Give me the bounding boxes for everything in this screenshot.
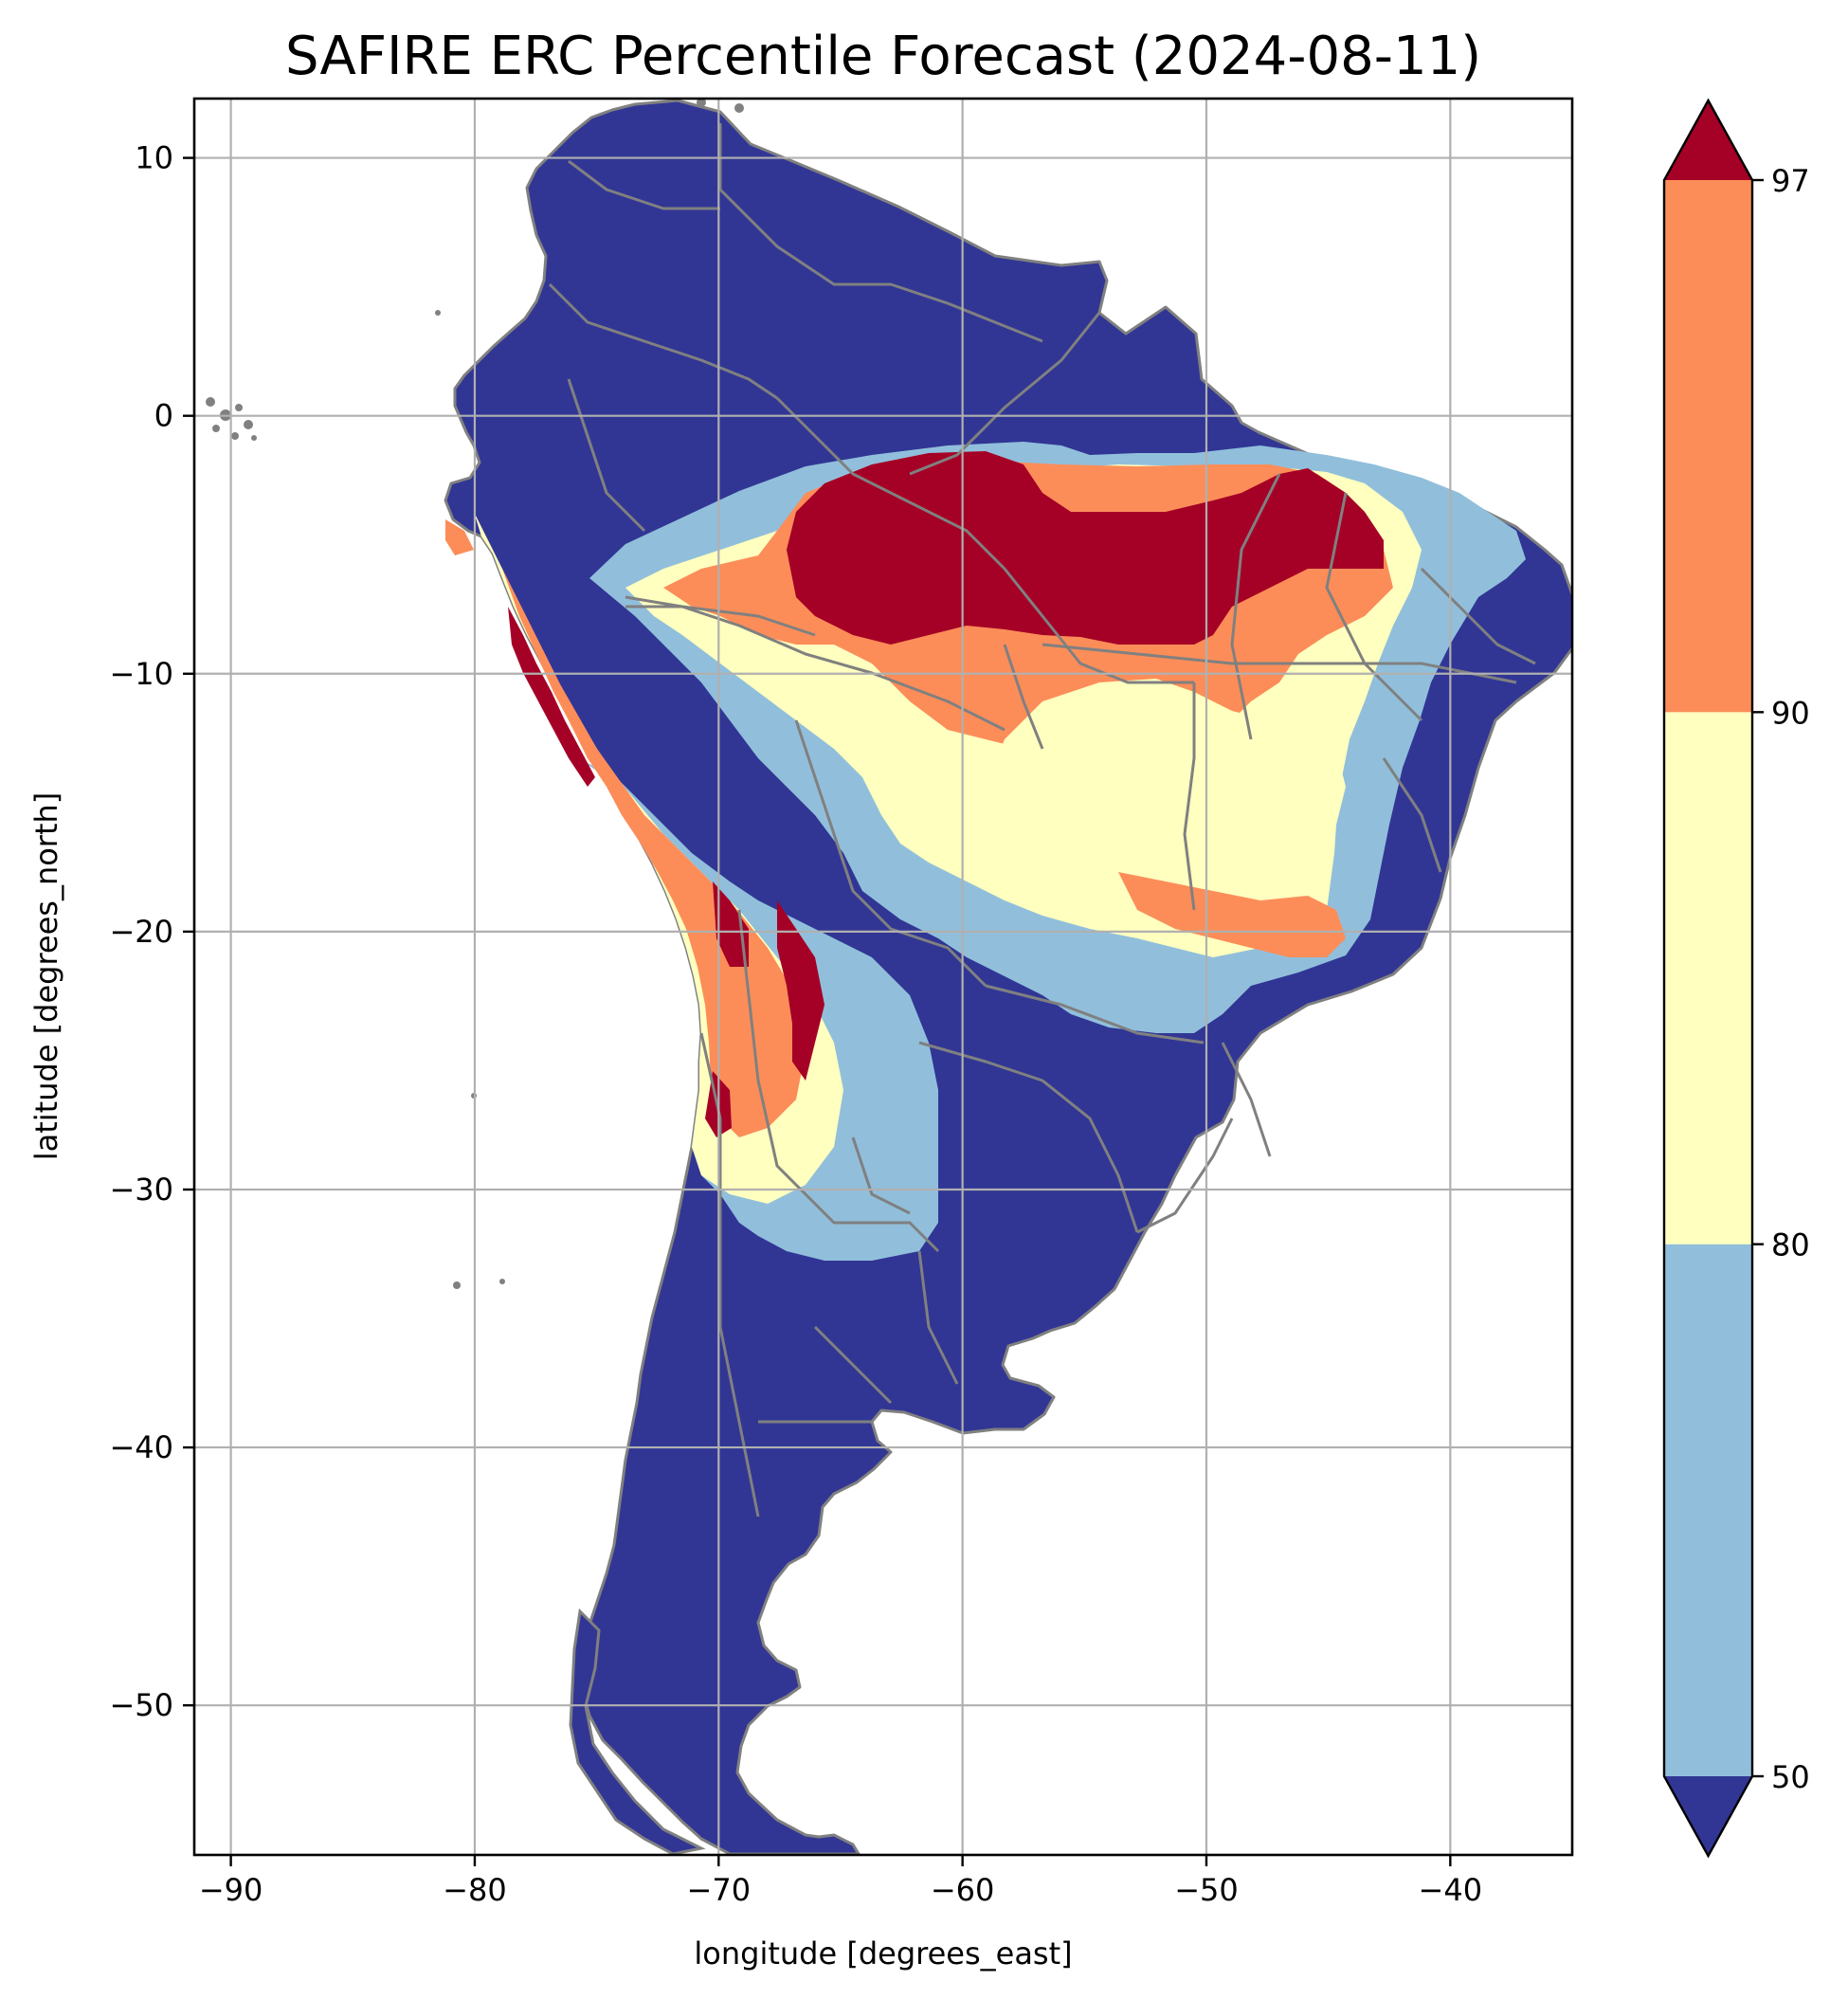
y-axis-label: latitude [degrees_north]	[28, 792, 64, 1161]
y-tick-label: 10	[135, 140, 173, 176]
colorbar: 50 80 90 97	[1662, 98, 1810, 1859]
region-80-90-center	[986, 679, 1346, 910]
colorbar-extend-over	[1664, 100, 1752, 180]
x-tick-label: −80	[443, 1872, 507, 1908]
x-tick-label: −70	[687, 1872, 752, 1908]
x-tick-label: −50	[1174, 1872, 1239, 1908]
y-tick-label: −50	[109, 1687, 173, 1723]
region-andes-90-97	[502, 569, 806, 1137]
y-tick-label: −30	[109, 1172, 173, 1208]
galapagos-islands	[206, 397, 257, 441]
colorbar-segment	[1664, 180, 1752, 713]
colorbar-segment	[1664, 1244, 1752, 1776]
y-axis: 10 0 −10 −20 −30 −40 −50	[109, 140, 194, 1723]
y-tick-label: −40	[109, 1429, 173, 1465]
map-area	[194, 99, 1572, 1855]
y-tick-label: −10	[109, 656, 173, 692]
x-axis: −90 −80 −70 −60 −50 −40	[199, 1855, 1482, 1908]
southern-islands	[569, 1608, 706, 1855]
y-tick-label: −20	[109, 914, 173, 950]
y-tick-label: 0	[154, 398, 173, 434]
colorbar-tick-label: 90	[1771, 695, 1810, 731]
colorbar-extend-under	[1664, 1776, 1752, 1856]
region-over-97	[787, 451, 1384, 645]
region-north-andes	[445, 519, 474, 555]
colorbar-segment	[1664, 712, 1752, 1245]
region-90-97-south	[1118, 872, 1346, 957]
country-borders	[548, 123, 1536, 1517]
small-offshore-islands	[435, 99, 744, 1289]
x-tick-label: −40	[1419, 1872, 1483, 1908]
x-axis-label: longitude [degrees_east]	[694, 1935, 1072, 1972]
x-tick-label: −60	[931, 1872, 995, 1908]
colorbar-tick-label: 80	[1771, 1227, 1810, 1263]
plot-frame	[192, 97, 1574, 1857]
x-tick-label: −90	[199, 1872, 263, 1908]
grid-lines	[194, 99, 1572, 1855]
colorbar-tick-label: 50	[1771, 1759, 1810, 1795]
colorbar-tick-label: 97	[1771, 163, 1810, 199]
chart-title: SAFIRE ERC Percentile Forecast (2024-08-…	[285, 26, 1481, 87]
